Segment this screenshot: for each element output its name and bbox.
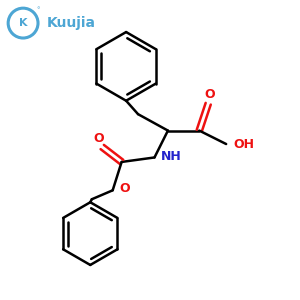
Text: K: K <box>19 18 27 28</box>
Text: °: ° <box>37 8 40 14</box>
Text: Kuujia: Kuujia <box>47 16 96 30</box>
Text: O: O <box>204 88 215 101</box>
Text: O: O <box>119 182 130 195</box>
Text: OH: OH <box>234 137 255 151</box>
Text: NH: NH <box>160 150 181 163</box>
Text: O: O <box>93 132 104 145</box>
